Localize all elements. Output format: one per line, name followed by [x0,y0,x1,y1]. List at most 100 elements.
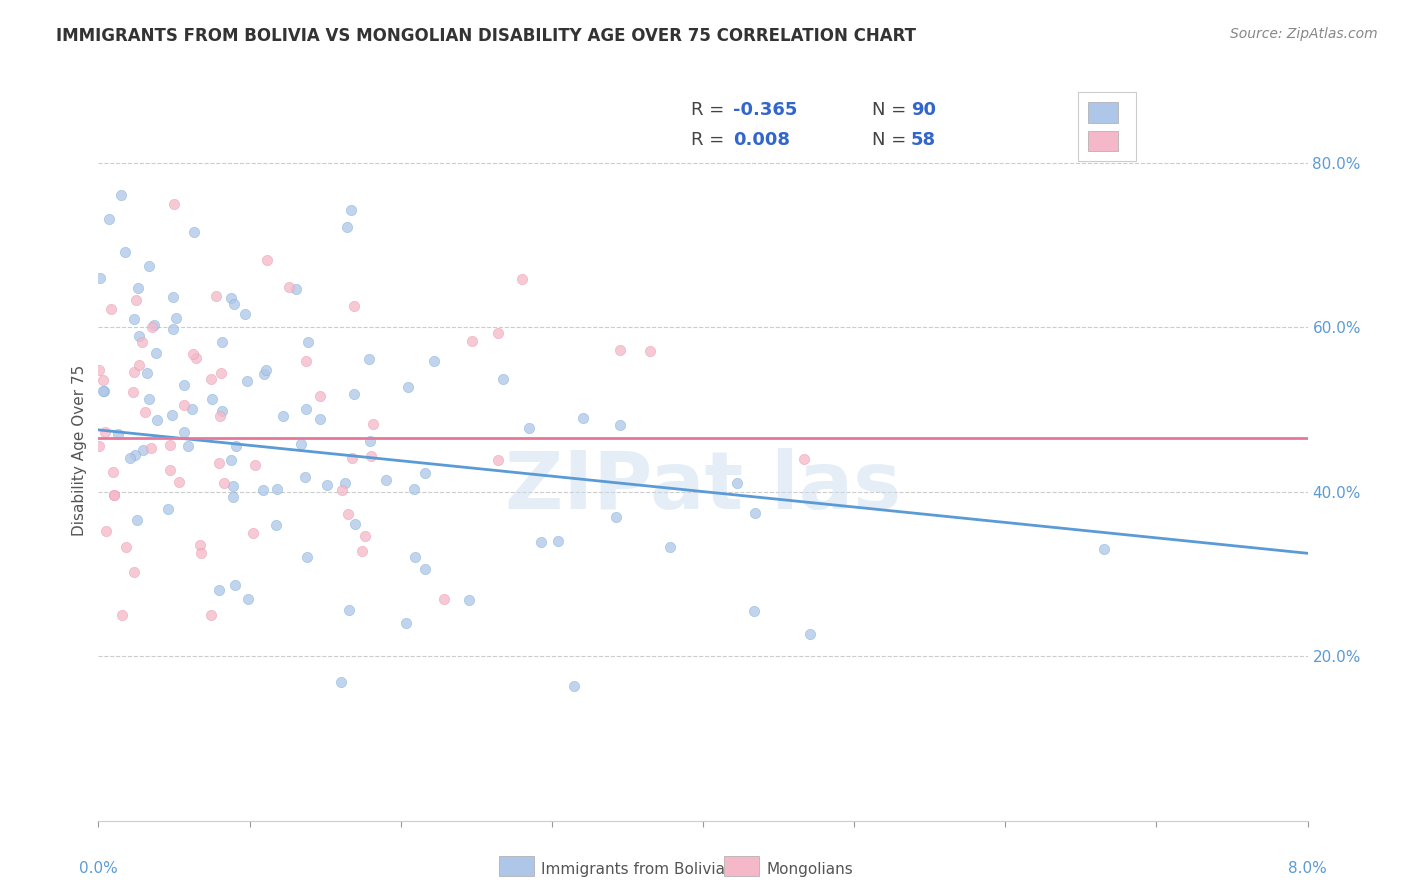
Point [309,412,332,426]
Point [200,607,222,622]
Point [124,565,146,579]
Point [214,476,236,491]
Point [290,436,312,450]
Point [562,679,585,693]
Point [336,219,359,234]
Point [145,346,167,360]
Point [343,299,366,313]
Point [160,408,183,422]
Point [236,375,259,389]
Point [132,442,155,457]
Point [225,439,247,453]
Point [461,334,484,348]
Point [609,343,631,357]
Point [167,475,190,489]
Point [413,467,436,481]
Point [103,488,125,502]
Point [375,473,398,487]
Point [165,311,187,326]
Point [517,421,540,435]
Point [219,453,242,467]
Point [252,483,274,497]
Point [277,280,299,294]
Point [208,582,231,597]
Point [353,529,375,543]
Point [284,282,307,296]
Point [211,403,233,417]
Point [295,549,318,564]
Point [491,372,513,386]
Point [252,367,274,381]
Point [94,524,117,538]
Text: ZIPat las: ZIPat las [505,449,901,526]
Point [330,675,353,690]
Point [89,271,111,285]
Point [510,272,533,286]
Point [201,392,224,406]
Point [605,510,627,524]
Point [208,409,231,423]
Point [395,615,418,630]
Point [93,384,115,398]
Point [233,307,256,321]
Point [163,196,186,211]
Point [139,441,162,455]
Point [486,453,509,467]
Text: IMMIGRANTS FROM BOLIVIA VS MONGOLIAN DISABILITY AGE OVER 75 CORRELATION CHART: IMMIGRANTS FROM BOLIVIA VS MONGOLIAN DIS… [56,27,917,45]
Point [177,439,200,453]
Point [799,627,821,641]
Point [340,451,363,466]
Text: Source: ZipAtlas.com: Source: ZipAtlas.com [1230,27,1378,41]
Point [209,366,232,380]
Point [297,334,319,349]
Point [128,328,150,343]
Point [793,452,815,467]
Text: 90: 90 [911,101,936,119]
Point [316,477,339,491]
Point [111,607,134,622]
Point [336,507,359,521]
Point [211,334,233,349]
Point [242,525,264,540]
Point [221,291,243,305]
Point [200,372,222,386]
Point [433,591,456,606]
Point [271,409,294,423]
Point [359,434,381,449]
Point [458,593,481,607]
Point [180,401,202,416]
Point [125,513,148,527]
Point [138,392,160,406]
Point [609,418,631,433]
Point [344,516,367,531]
Text: N =: N = [872,101,912,119]
Point [162,322,184,336]
Point [141,320,163,334]
Point [343,387,366,401]
Point [103,465,125,479]
Point [124,448,146,462]
Point [131,334,153,349]
Point [121,384,143,399]
Point [333,476,356,491]
Point [337,603,360,617]
Point [115,540,138,554]
Point [222,479,245,493]
Point [124,364,146,378]
Point [256,252,278,267]
Point [89,439,111,453]
Point [107,426,129,441]
Point [100,301,122,316]
Point [120,451,142,466]
Point [224,578,246,592]
Point [142,318,165,333]
Text: Mongolians: Mongolians [766,863,853,877]
Point [572,410,595,425]
Point [89,363,111,377]
Point [125,293,148,307]
Point [173,378,195,392]
Point [157,501,180,516]
Point [138,260,160,274]
Point [159,438,181,452]
Point [266,517,288,532]
